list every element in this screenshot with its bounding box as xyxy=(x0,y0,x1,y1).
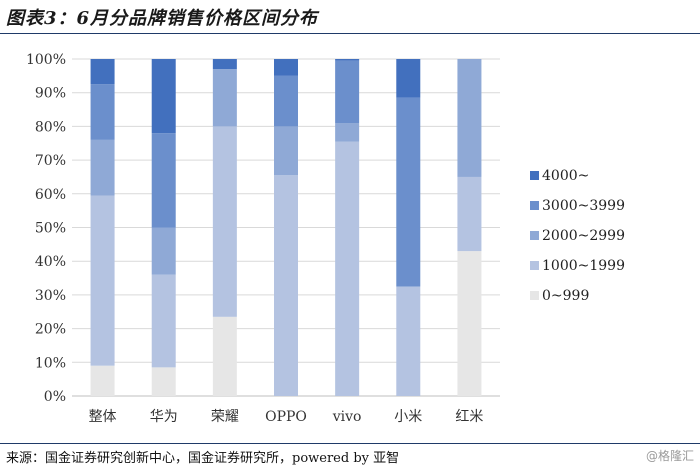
bars xyxy=(90,59,482,396)
x-tick-label: 小米 xyxy=(394,409,422,425)
x-axis: 整体 华为 荣耀 OPPO vivo 小米 红米 xyxy=(89,409,484,425)
x-tick-label: 红米 xyxy=(455,409,483,425)
top-rule xyxy=(0,33,700,34)
bar-segment xyxy=(90,84,115,140)
bar-segment xyxy=(274,75,298,127)
bar-segment xyxy=(212,69,237,127)
y-tick-label: 30% xyxy=(35,288,66,304)
legend-label: 2000~2999 xyxy=(542,228,625,244)
legend-swatch xyxy=(530,171,539,180)
y-tick-label: 90% xyxy=(35,86,66,102)
bar-segment xyxy=(90,139,115,196)
legend-label: 1000~1999 xyxy=(542,258,625,274)
bar-segment xyxy=(212,316,237,396)
bar-segment xyxy=(335,60,360,124)
bar-segment xyxy=(151,59,176,134)
x-tick-label: vivo xyxy=(332,409,362,425)
bar-segment xyxy=(151,274,176,368)
bar-segment xyxy=(457,176,482,252)
legend-label: 4000~ xyxy=(542,168,589,184)
bar-segment xyxy=(90,195,115,366)
x-tick-label: OPPO xyxy=(265,409,307,425)
legend-label: 0~999 xyxy=(542,288,589,304)
stacked-bar-chart: 0% 10% 20% 30% 40% 50% 60% 70% 80% 90% 100% 整体 华为 荣耀… xyxy=(26,52,625,425)
bar-segment xyxy=(396,286,421,396)
legend-swatch xyxy=(530,201,539,210)
y-tick-label: 50% xyxy=(35,221,66,237)
bar-segment xyxy=(396,97,421,287)
y-tick-label: 60% xyxy=(35,187,66,203)
y-tick-label: 20% xyxy=(35,322,66,338)
y-tick-label: 0% xyxy=(44,389,66,405)
y-tick-label: 80% xyxy=(35,119,66,135)
bar-segment xyxy=(90,365,115,396)
bar-segment xyxy=(396,59,421,98)
bar-segment xyxy=(212,126,237,317)
bar-segment xyxy=(212,59,237,70)
y-axis: 0% 10% 20% 30% 40% 50% 60% 70% 80% 90% 100% xyxy=(26,52,66,405)
bar-segment xyxy=(457,251,482,396)
bar-segment xyxy=(274,175,298,396)
bar-segment xyxy=(335,59,360,61)
y-tick-label: 70% xyxy=(35,153,66,169)
x-tick-label: 华为 xyxy=(150,409,178,425)
source-note: 来源：国金证券研究创新中心，国金证券研究所，powered by 亚智 xyxy=(6,451,400,466)
bottom-rule xyxy=(0,443,700,444)
bar-segment xyxy=(274,126,298,176)
chart-title: 图表3：6月分品牌销售价格区间分布 xyxy=(6,8,319,29)
legend-swatch xyxy=(530,231,539,240)
bar-segment xyxy=(335,141,360,396)
bar-segment xyxy=(151,367,176,396)
x-tick-label: 整体 xyxy=(89,409,117,425)
x-tick-label: 荣耀 xyxy=(211,409,239,425)
bar-segment xyxy=(274,59,298,76)
bar-segment xyxy=(457,59,482,177)
bar-segment xyxy=(151,133,176,228)
y-tick-label: 10% xyxy=(35,355,66,371)
legend-swatch xyxy=(530,261,539,270)
watermark: @格隆汇 xyxy=(645,449,694,463)
y-tick-label: 40% xyxy=(35,254,66,270)
bar-segment xyxy=(335,123,360,142)
legend: 4000~ 3000~3999 2000~2999 1000~1999 0~999 xyxy=(530,168,625,304)
bar-segment xyxy=(151,227,176,275)
y-tick-label: 100% xyxy=(26,52,66,68)
legend-label: 3000~3999 xyxy=(542,198,625,214)
bar-segment xyxy=(90,59,115,85)
legend-swatch xyxy=(530,291,539,300)
